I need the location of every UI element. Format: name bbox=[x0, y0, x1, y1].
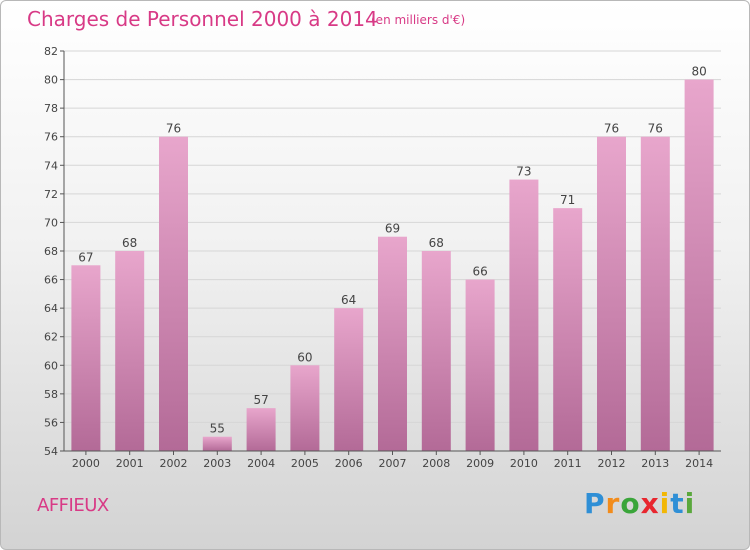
x-tick-label: 2012 bbox=[598, 457, 626, 470]
logo-letter: i bbox=[659, 487, 671, 520]
data-label: 76 bbox=[604, 122, 619, 136]
y-tick-label: 60 bbox=[44, 359, 58, 372]
data-label: 57 bbox=[253, 393, 268, 407]
x-tick-label: 2003 bbox=[203, 457, 231, 470]
bar bbox=[553, 208, 583, 451]
y-tick-label: 72 bbox=[44, 188, 58, 201]
chart-subtitle: (en milliers d'€) bbox=[371, 13, 466, 27]
y-tick-label: 58 bbox=[44, 388, 58, 401]
logo-letter: i bbox=[684, 487, 696, 520]
x-tick-label: 2009 bbox=[466, 457, 494, 470]
bar bbox=[71, 265, 101, 451]
bar bbox=[509, 179, 539, 452]
x-tick-label: 2004 bbox=[247, 457, 275, 470]
y-tick-label: 54 bbox=[44, 445, 58, 458]
axes bbox=[60, 50, 721, 455]
bar bbox=[421, 251, 451, 451]
data-label: 71 bbox=[560, 193, 575, 207]
data-label: 68 bbox=[122, 236, 137, 250]
logo-letter: x bbox=[640, 487, 660, 520]
x-tick-label: 2011 bbox=[554, 457, 582, 470]
data-label: 76 bbox=[166, 122, 181, 136]
bar bbox=[640, 136, 670, 451]
x-tick-label: 2000 bbox=[72, 457, 100, 470]
bar bbox=[465, 279, 495, 451]
bar bbox=[334, 308, 364, 451]
bar bbox=[378, 236, 407, 451]
data-label: 76 bbox=[648, 122, 663, 136]
bar bbox=[115, 251, 145, 451]
y-tick-label: 80 bbox=[44, 74, 58, 87]
x-tick-label: 2014 bbox=[685, 457, 713, 470]
y-tick-label: 62 bbox=[44, 331, 58, 344]
logo-letter: P bbox=[584, 487, 606, 520]
x-tick-label: 2005 bbox=[291, 457, 319, 470]
data-label: 66 bbox=[472, 265, 487, 279]
bar bbox=[684, 79, 714, 452]
data-label: 64 bbox=[341, 293, 356, 307]
y-tick-label: 78 bbox=[44, 102, 58, 115]
bar bbox=[202, 436, 232, 451]
y-tick-label: 56 bbox=[44, 416, 58, 429]
y-tick-label: 76 bbox=[44, 131, 58, 144]
logo-letter: r bbox=[605, 487, 621, 520]
x-tick-label: 2008 bbox=[422, 457, 450, 470]
commune-name: AFFIEUX bbox=[37, 495, 109, 516]
x-tick-label: 2006 bbox=[335, 457, 363, 470]
data-label: 68 bbox=[429, 236, 444, 250]
data-label: 80 bbox=[691, 65, 706, 79]
x-tick-label: 2010 bbox=[510, 457, 538, 470]
x-tick-label: 2007 bbox=[379, 457, 407, 470]
data-label: 55 bbox=[210, 422, 225, 436]
x-tick-label: 2002 bbox=[160, 457, 188, 470]
y-tick-label: 64 bbox=[44, 302, 58, 315]
x-tick-label: 2001 bbox=[116, 457, 144, 470]
bar bbox=[290, 365, 320, 451]
x-tick-label: 2013 bbox=[641, 457, 669, 470]
logo-letter: t bbox=[670, 487, 685, 520]
proxiti-logo: Proxiti bbox=[584, 487, 695, 520]
bar bbox=[597, 136, 626, 451]
chart-title: Charges de Personnel 2000 à 2014 bbox=[27, 7, 378, 31]
y-tick-label: 70 bbox=[44, 216, 58, 229]
bar bbox=[246, 408, 276, 451]
y-tick-label: 82 bbox=[44, 45, 58, 58]
bar bbox=[159, 136, 188, 451]
y-tick-label: 74 bbox=[44, 159, 58, 172]
data-label: 69 bbox=[385, 222, 400, 236]
bars bbox=[71, 79, 714, 452]
logo-letter: o bbox=[620, 487, 641, 520]
labels: 54 56 58 60 62 64 66 68 70 72 74 76 78 80 82 67 2000 68 20… bbox=[44, 45, 713, 470]
data-label: 60 bbox=[297, 350, 312, 364]
data-label: 67 bbox=[78, 250, 93, 264]
y-tick-label: 68 bbox=[44, 245, 58, 258]
data-label: 73 bbox=[516, 165, 531, 179]
y-tick-label: 66 bbox=[44, 274, 58, 287]
